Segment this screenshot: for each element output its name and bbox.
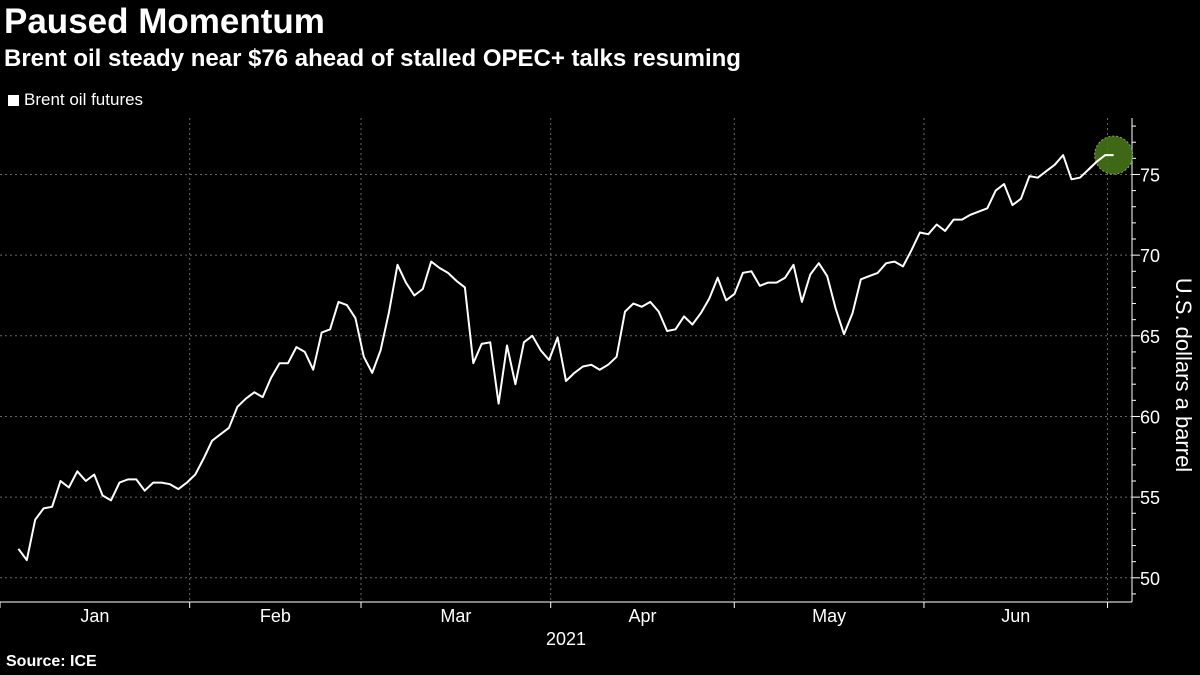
axes: 50 55 60 65 70 75 Jan Feb Mar Apr May Jun [0,118,1160,626]
y-tick-label: 75 [1140,165,1160,185]
y-tick-label: 60 [1140,407,1160,427]
series-layer [17,135,1134,562]
y-tick-label: 55 [1140,488,1160,508]
grid [0,118,1132,602]
source-note: Source: ICE [6,653,97,670]
x-tick-label: Jun [1001,606,1030,626]
x-tick-label: Jan [80,606,109,626]
y-axis-label: U.S. dollars a barrel [1171,278,1196,472]
last-point-highlight [1094,135,1134,175]
y-tick-label: 50 [1140,569,1160,589]
legend-label-brent: Brent oil futures [24,90,144,109]
y-tick-label: 70 [1140,246,1160,266]
y-tick-label: 65 [1140,327,1160,347]
chart-subtitle: Brent oil steady near $76 ahead of stall… [4,45,741,72]
chart-title: Paused Momentum [4,2,325,41]
x-axis-year-label: 2021 [546,629,586,649]
x-tick-label: Apr [628,606,656,626]
x-tick-label: Feb [260,606,291,626]
series-line-brent [17,154,1114,562]
x-tick-label: Mar [440,606,471,626]
x-tick-label: May [812,606,846,626]
legend: Brent oil futures [8,90,143,110]
legend-swatch-brent [8,94,19,106]
series-line-brent-tail [1087,154,1114,171]
